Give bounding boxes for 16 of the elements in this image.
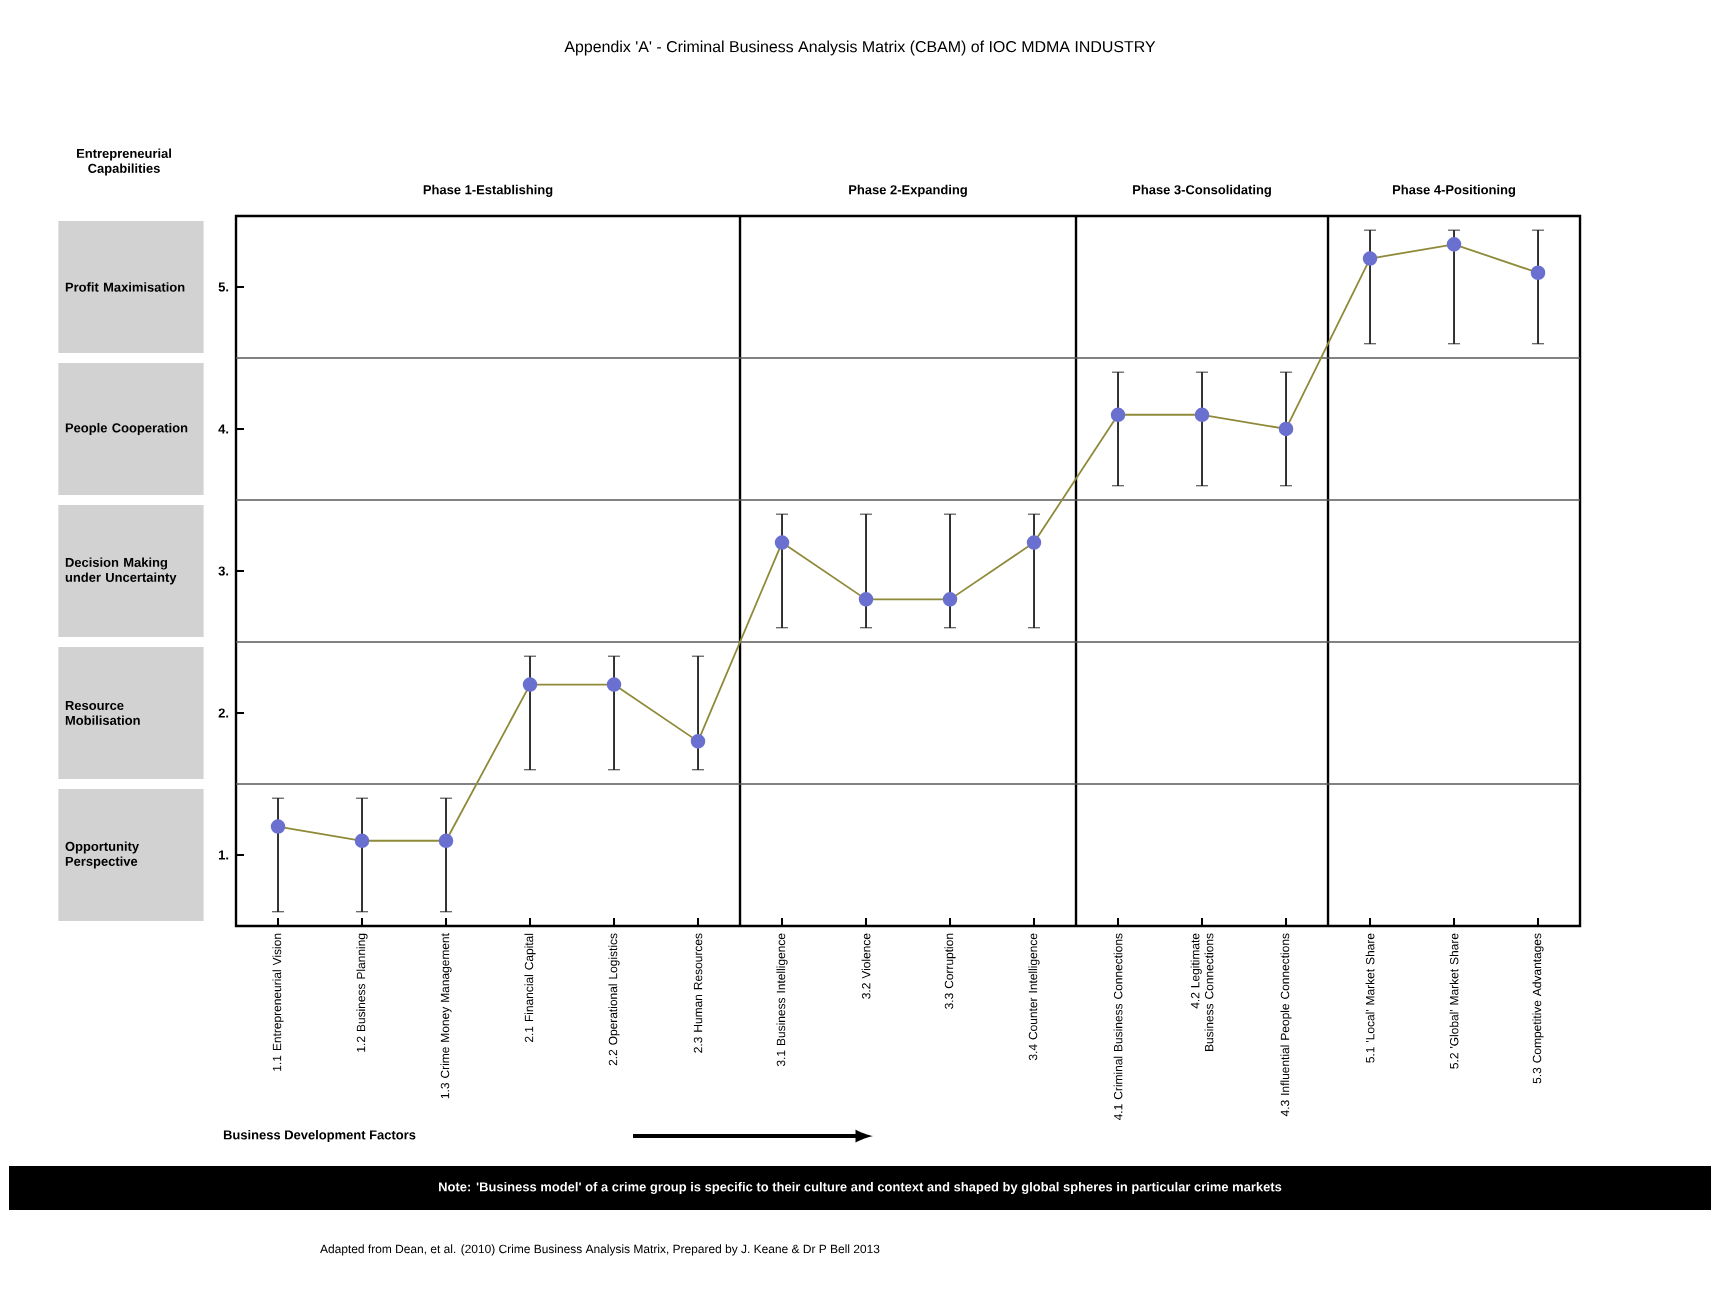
point (1362, 251, 1378, 266)
point (606, 677, 622, 692)
point (522, 677, 538, 692)
point (1194, 407, 1210, 423)
point (858, 592, 874, 607)
point (942, 592, 958, 607)
point (690, 734, 706, 749)
point (270, 819, 286, 834)
point (438, 833, 454, 849)
point (354, 833, 370, 849)
point (1446, 237, 1462, 252)
point (774, 535, 790, 550)
point (1026, 535, 1042, 550)
point (1278, 421, 1294, 437)
point (1530, 265, 1546, 281)
point (1110, 407, 1126, 423)
